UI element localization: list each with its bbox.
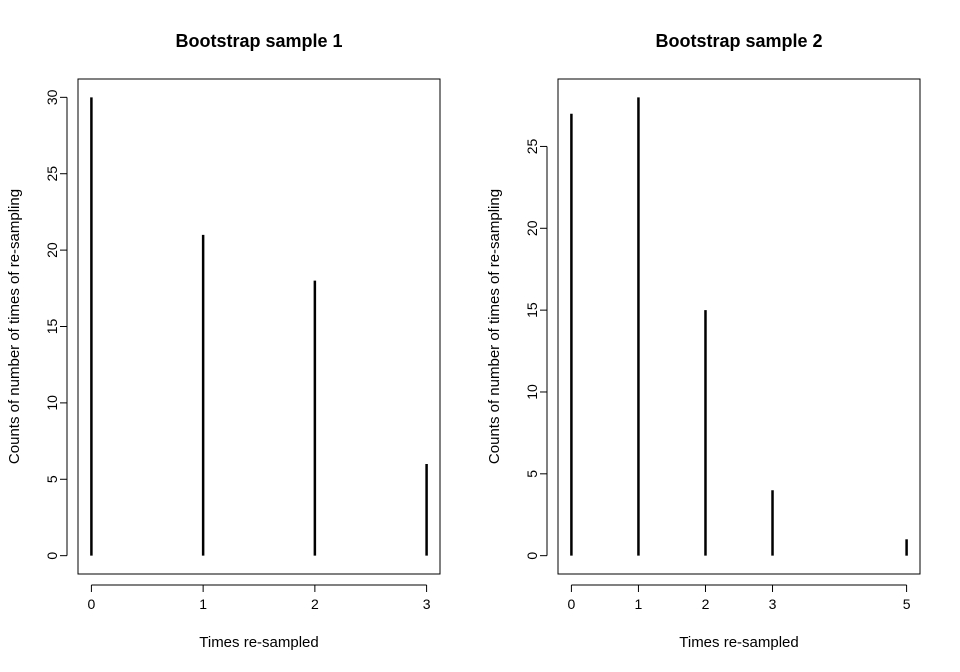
- y-axis-label: Counts of number of times of re-sampling: [486, 189, 503, 464]
- plot-frame: [557, 78, 921, 575]
- y-tick-label: 25: [524, 138, 540, 154]
- chart-panel-1: Bootstrap sample 1 Times re-sampled Counts…: [6, 31, 441, 651]
- y-tick-label: 30: [44, 89, 60, 105]
- y-tick-label: 15: [44, 319, 60, 335]
- y-tick-label: 15: [524, 302, 540, 318]
- y-tick-label: 0: [524, 552, 540, 560]
- x-tick-label: 5: [903, 596, 911, 612]
- y-tick-label: 10: [44, 395, 60, 411]
- chart-title: Bootstrap sample 1: [175, 31, 342, 51]
- x-tick-label: 2: [702, 596, 710, 612]
- x-tick-label: 2: [311, 596, 319, 612]
- x-axis-label: Times re-sampled: [679, 634, 798, 651]
- x-tick-label: 0: [568, 596, 576, 612]
- y-tick-label: 5: [44, 475, 60, 483]
- plot-frame: [77, 78, 441, 575]
- y-tick-label: 25: [44, 166, 60, 182]
- y-tick-label: 20: [524, 220, 540, 236]
- x-tick-label: 1: [199, 596, 207, 612]
- y-tick-label: 5: [524, 470, 540, 478]
- x-tick-label: 3: [423, 596, 431, 612]
- y-tick-label: 0: [44, 552, 60, 560]
- x-tick-label: 1: [635, 596, 643, 612]
- y-tick-label: 20: [44, 242, 60, 258]
- x-tick-label: 0: [88, 596, 96, 612]
- x-tick-label: 3: [769, 596, 777, 612]
- y-axis-label: Counts of number of times of re-sampling: [6, 189, 23, 464]
- chart-panel-2: Bootstrap sample 2 Times re-sampled Counts…: [486, 31, 921, 651]
- y-tick-label: 10: [524, 384, 540, 400]
- x-axis-label: Times re-sampled: [199, 634, 318, 651]
- chart-title: Bootstrap sample 2: [655, 31, 822, 51]
